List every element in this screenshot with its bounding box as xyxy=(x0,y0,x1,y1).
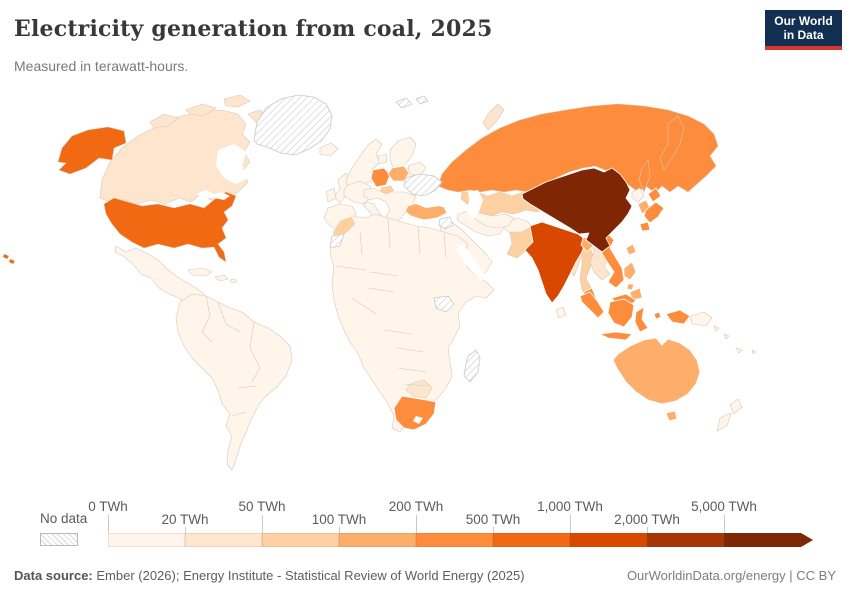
legend-tick-line xyxy=(339,527,340,533)
legend-segment[interactable] xyxy=(724,533,801,547)
legend-segment[interactable] xyxy=(647,533,724,547)
country-madagascar[interactable] xyxy=(463,349,481,383)
no-data-label: No data xyxy=(40,511,88,526)
country-australia[interactable] xyxy=(612,337,701,422)
legend-tick-label: 200 TWh xyxy=(388,499,444,514)
country-iceland[interactable] xyxy=(319,142,339,157)
legend-segment[interactable] xyxy=(570,533,647,547)
owid-logo-line2: in Data xyxy=(783,28,824,42)
footer: Data source: Ember (2026); Energy Instit… xyxy=(14,568,836,583)
legend-tick-label: 5,000 TWh xyxy=(691,499,757,514)
caspian-sea xyxy=(467,190,483,220)
country-south-africa[interactable] xyxy=(393,395,437,431)
legend-color-bar xyxy=(108,533,813,547)
country-novaya-zemlya[interactable] xyxy=(482,103,505,131)
country-greenland[interactable] xyxy=(253,94,333,156)
country-south-america[interactable] xyxy=(175,293,293,471)
country-svalbard[interactable] xyxy=(395,95,429,109)
legend-tick-label: 0 TWh xyxy=(88,499,128,514)
country-sri-lanka[interactable] xyxy=(555,306,567,319)
country-arctic-islands[interactable] xyxy=(149,94,267,129)
country-central-asia[interactable] xyxy=(469,211,515,229)
country-hawaii[interactable] xyxy=(2,253,16,265)
owid-link[interactable]: OurWorldinData.org/energy | CC BY xyxy=(626,568,836,583)
world-map xyxy=(0,86,850,496)
country-china[interactable] xyxy=(521,167,633,253)
map-legend: No data 0 TWh 20 TWh 50 TWh 100 TWh 200 TWh 5… xyxy=(0,498,850,558)
legend-tick-line xyxy=(108,515,109,533)
country-finland[interactable] xyxy=(389,136,417,171)
lesotho xyxy=(413,416,423,424)
country-poland[interactable] xyxy=(387,165,410,182)
country-western-sahara[interactable] xyxy=(329,233,345,249)
country-papua-new-guinea[interactable] xyxy=(689,311,713,327)
legend-tick-label: 100 TWh xyxy=(311,512,367,527)
country-ukraine[interactable] xyxy=(403,173,443,197)
country-belarus[interactable] xyxy=(407,161,427,177)
data-source: Data source: Ember (2026); Energy Instit… xyxy=(14,568,525,583)
country-pacific-islands[interactable] xyxy=(713,325,757,355)
legend-segment[interactable] xyxy=(262,533,339,547)
legend-tick-line xyxy=(185,527,186,533)
country-japan[interactable] xyxy=(639,187,665,232)
legend-tick-line xyxy=(570,515,571,533)
country-usa[interactable] xyxy=(103,191,237,263)
country-africa[interactable] xyxy=(329,213,495,433)
country-denmark[interactable] xyxy=(377,153,388,165)
legend-tick-line xyxy=(262,515,263,533)
owid-logo[interactable]: Our World in Data xyxy=(765,10,842,50)
country-north-korea[interactable] xyxy=(631,187,645,203)
country-indonesia[interactable] xyxy=(579,291,691,341)
legend-tick-line xyxy=(493,527,494,533)
country-russia[interactable] xyxy=(437,103,719,194)
country-borders xyxy=(201,217,447,417)
great-lakes xyxy=(196,190,230,200)
owid-logo-line1: Our World xyxy=(774,14,833,28)
page-subtitle: Measured in terawatt-hours. xyxy=(14,58,189,74)
persian-gulf xyxy=(476,234,490,244)
data-source-text: Ember (2026); Energy Institute - Statist… xyxy=(92,568,525,583)
legend-tick-label: 2,000 TWh xyxy=(614,512,680,527)
country-india[interactable] xyxy=(524,221,587,304)
black-sea xyxy=(416,194,446,208)
legend-tick-label: 500 TWh xyxy=(465,512,521,527)
country-caribbean[interactable] xyxy=(187,267,238,284)
hudson-bay xyxy=(216,144,248,184)
country-new-zealand[interactable] xyxy=(716,398,743,432)
data-source-label: Data source: xyxy=(14,568,93,583)
country-taiwan[interactable] xyxy=(625,243,637,256)
legend-segment[interactable] xyxy=(339,533,416,547)
legend-segment[interactable] xyxy=(185,533,262,547)
country-czechia[interactable] xyxy=(378,184,396,196)
legend-segment[interactable] xyxy=(416,533,493,547)
legend-tick-label: 1,000 TWh xyxy=(537,499,603,514)
legend-tick-label: 20 TWh xyxy=(161,512,209,527)
page-title: Electricity generation from coal, 2025 xyxy=(14,16,493,42)
country-germany[interactable] xyxy=(370,167,391,188)
country-alaska[interactable] xyxy=(57,126,127,175)
no-data-swatch[interactable] xyxy=(40,533,78,546)
country-syria[interactable] xyxy=(438,216,454,230)
legend-segment[interactable] xyxy=(493,533,570,547)
legend-tick-line xyxy=(416,515,417,533)
red-sea xyxy=(456,244,486,281)
country-south-sudan[interactable] xyxy=(433,295,455,313)
legend-tick-line xyxy=(724,515,725,533)
legend-tick-line xyxy=(647,527,648,533)
legend-tick-label: 50 TWh xyxy=(238,499,286,514)
legend-segment[interactable] xyxy=(108,533,185,547)
legend-arrow xyxy=(801,533,813,547)
